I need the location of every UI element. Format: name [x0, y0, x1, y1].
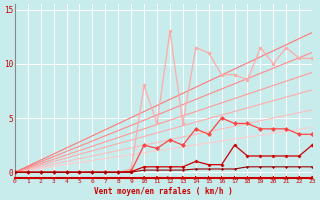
X-axis label: Vent moyen/en rafales ( km/h ): Vent moyen/en rafales ( km/h ): [94, 187, 233, 196]
